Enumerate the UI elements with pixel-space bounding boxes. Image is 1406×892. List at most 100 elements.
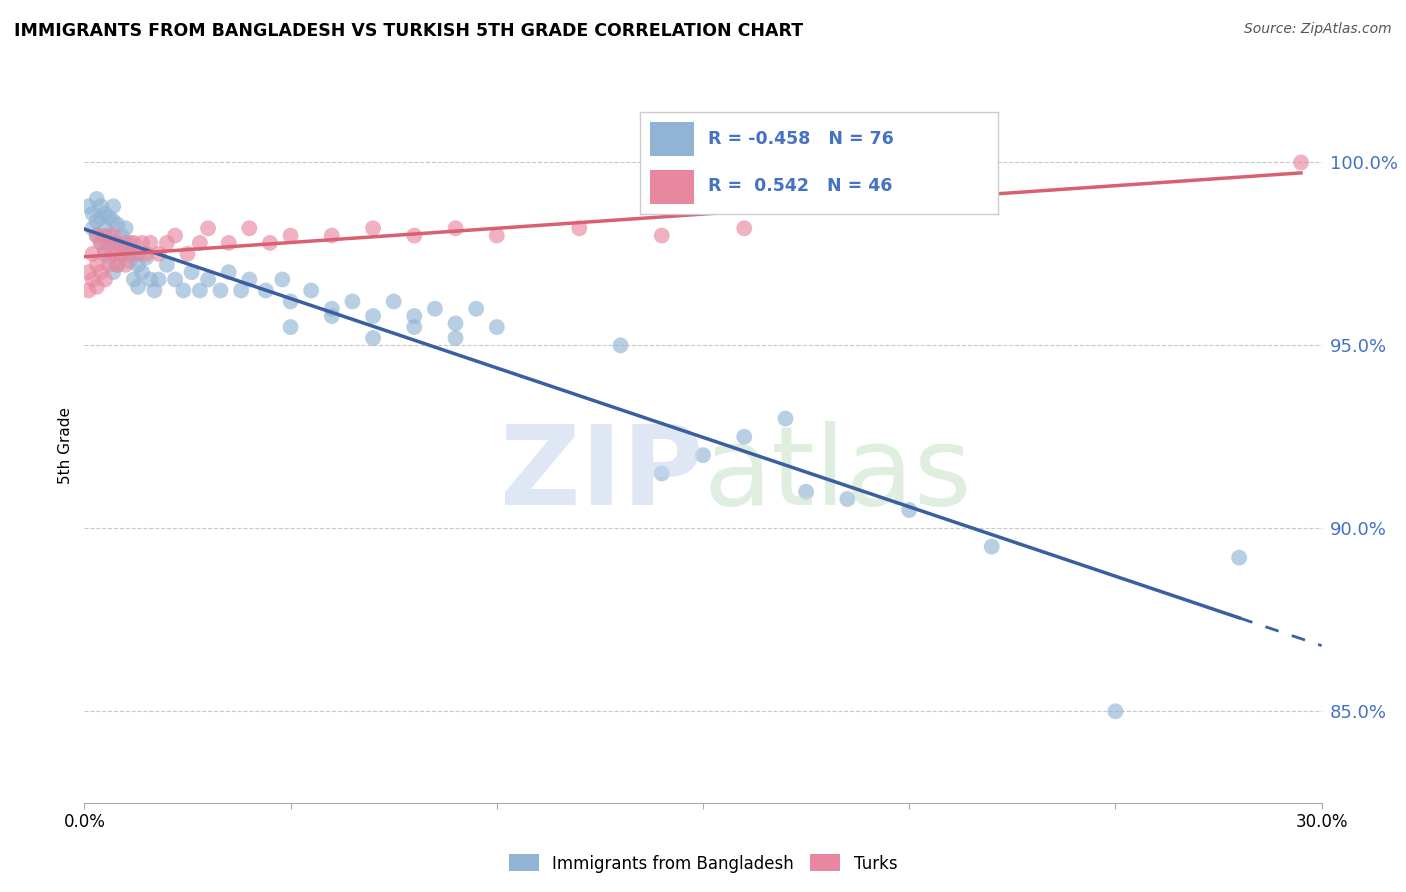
Text: R =  0.542   N = 46: R = 0.542 N = 46 <box>707 178 893 195</box>
Point <box>86 228 108 243</box>
Point <box>361 221 384 235</box>
Point <box>114 258 136 272</box>
Point <box>218 235 240 250</box>
Point <box>733 430 755 444</box>
Point <box>209 284 232 298</box>
Point <box>114 221 136 235</box>
Point <box>94 244 117 258</box>
Point <box>103 228 125 243</box>
Point <box>103 247 125 261</box>
Point <box>148 247 170 261</box>
Point <box>299 284 322 298</box>
Point <box>609 338 631 352</box>
Point <box>90 235 112 250</box>
Point <box>77 265 100 279</box>
Point <box>404 309 426 323</box>
Point <box>361 331 384 345</box>
Point <box>90 265 112 279</box>
Point <box>229 284 252 298</box>
Point <box>188 284 211 298</box>
Legend: Immigrants from Bangladesh, Turks: Immigrants from Bangladesh, Turks <box>502 847 904 880</box>
Point <box>321 228 343 243</box>
FancyBboxPatch shape <box>651 122 693 155</box>
Point <box>794 484 817 499</box>
Point <box>98 235 121 250</box>
Point <box>485 320 508 334</box>
Point <box>94 228 117 243</box>
Point <box>156 258 179 272</box>
Point <box>82 272 104 286</box>
Point <box>94 206 117 220</box>
Point <box>423 301 446 316</box>
Point <box>77 284 100 298</box>
Point <box>135 251 157 265</box>
Point <box>90 235 112 250</box>
Point <box>139 272 162 286</box>
Point <box>110 228 132 243</box>
Point <box>131 235 153 250</box>
Point <box>114 244 136 258</box>
Point <box>280 228 302 243</box>
Point <box>568 221 591 235</box>
Point <box>180 265 202 279</box>
Point <box>404 228 426 243</box>
Text: Source: ZipAtlas.com: Source: ZipAtlas.com <box>1244 22 1392 37</box>
Point <box>197 272 219 286</box>
Text: R = -0.458   N = 76: R = -0.458 N = 76 <box>707 130 894 148</box>
Point <box>280 294 302 309</box>
Point <box>143 284 166 298</box>
Point <box>82 247 104 261</box>
Point <box>105 218 128 232</box>
Point <box>733 221 755 235</box>
Point <box>122 272 145 286</box>
Point <box>82 221 104 235</box>
Point <box>218 265 240 279</box>
Point <box>135 247 157 261</box>
Point <box>86 214 108 228</box>
Point <box>465 301 488 316</box>
Point <box>90 199 112 213</box>
Point <box>77 199 100 213</box>
Point <box>898 503 921 517</box>
Point <box>1104 704 1126 718</box>
Point <box>837 491 859 506</box>
Point <box>444 221 467 235</box>
Point <box>131 265 153 279</box>
Point <box>188 235 211 250</box>
Point <box>321 309 343 323</box>
Point <box>103 235 125 250</box>
Point <box>1289 155 1312 169</box>
Point <box>692 448 714 462</box>
Point <box>197 221 219 235</box>
Point <box>82 206 104 220</box>
Point <box>485 228 508 243</box>
Point <box>110 247 132 261</box>
Point <box>382 294 405 309</box>
Text: atlas: atlas <box>703 421 972 528</box>
Point <box>103 199 125 213</box>
Point <box>105 235 128 250</box>
Point <box>127 280 149 294</box>
Point <box>98 211 121 225</box>
Point <box>238 272 260 286</box>
Point <box>254 284 277 298</box>
Point <box>103 265 125 279</box>
Point <box>651 467 673 481</box>
Point <box>86 192 108 206</box>
Text: ZIP: ZIP <box>499 421 703 528</box>
Point <box>98 258 121 272</box>
Point <box>118 247 141 261</box>
Point <box>98 228 121 243</box>
Point <box>90 211 112 225</box>
Point <box>271 272 294 286</box>
Point <box>172 284 194 298</box>
Point <box>148 272 170 286</box>
Point <box>444 331 467 345</box>
Point <box>139 235 162 250</box>
Point <box>165 272 187 286</box>
Point <box>86 280 108 294</box>
Point <box>122 247 145 261</box>
Point <box>259 235 281 250</box>
Point <box>651 228 673 243</box>
Point <box>980 540 1002 554</box>
